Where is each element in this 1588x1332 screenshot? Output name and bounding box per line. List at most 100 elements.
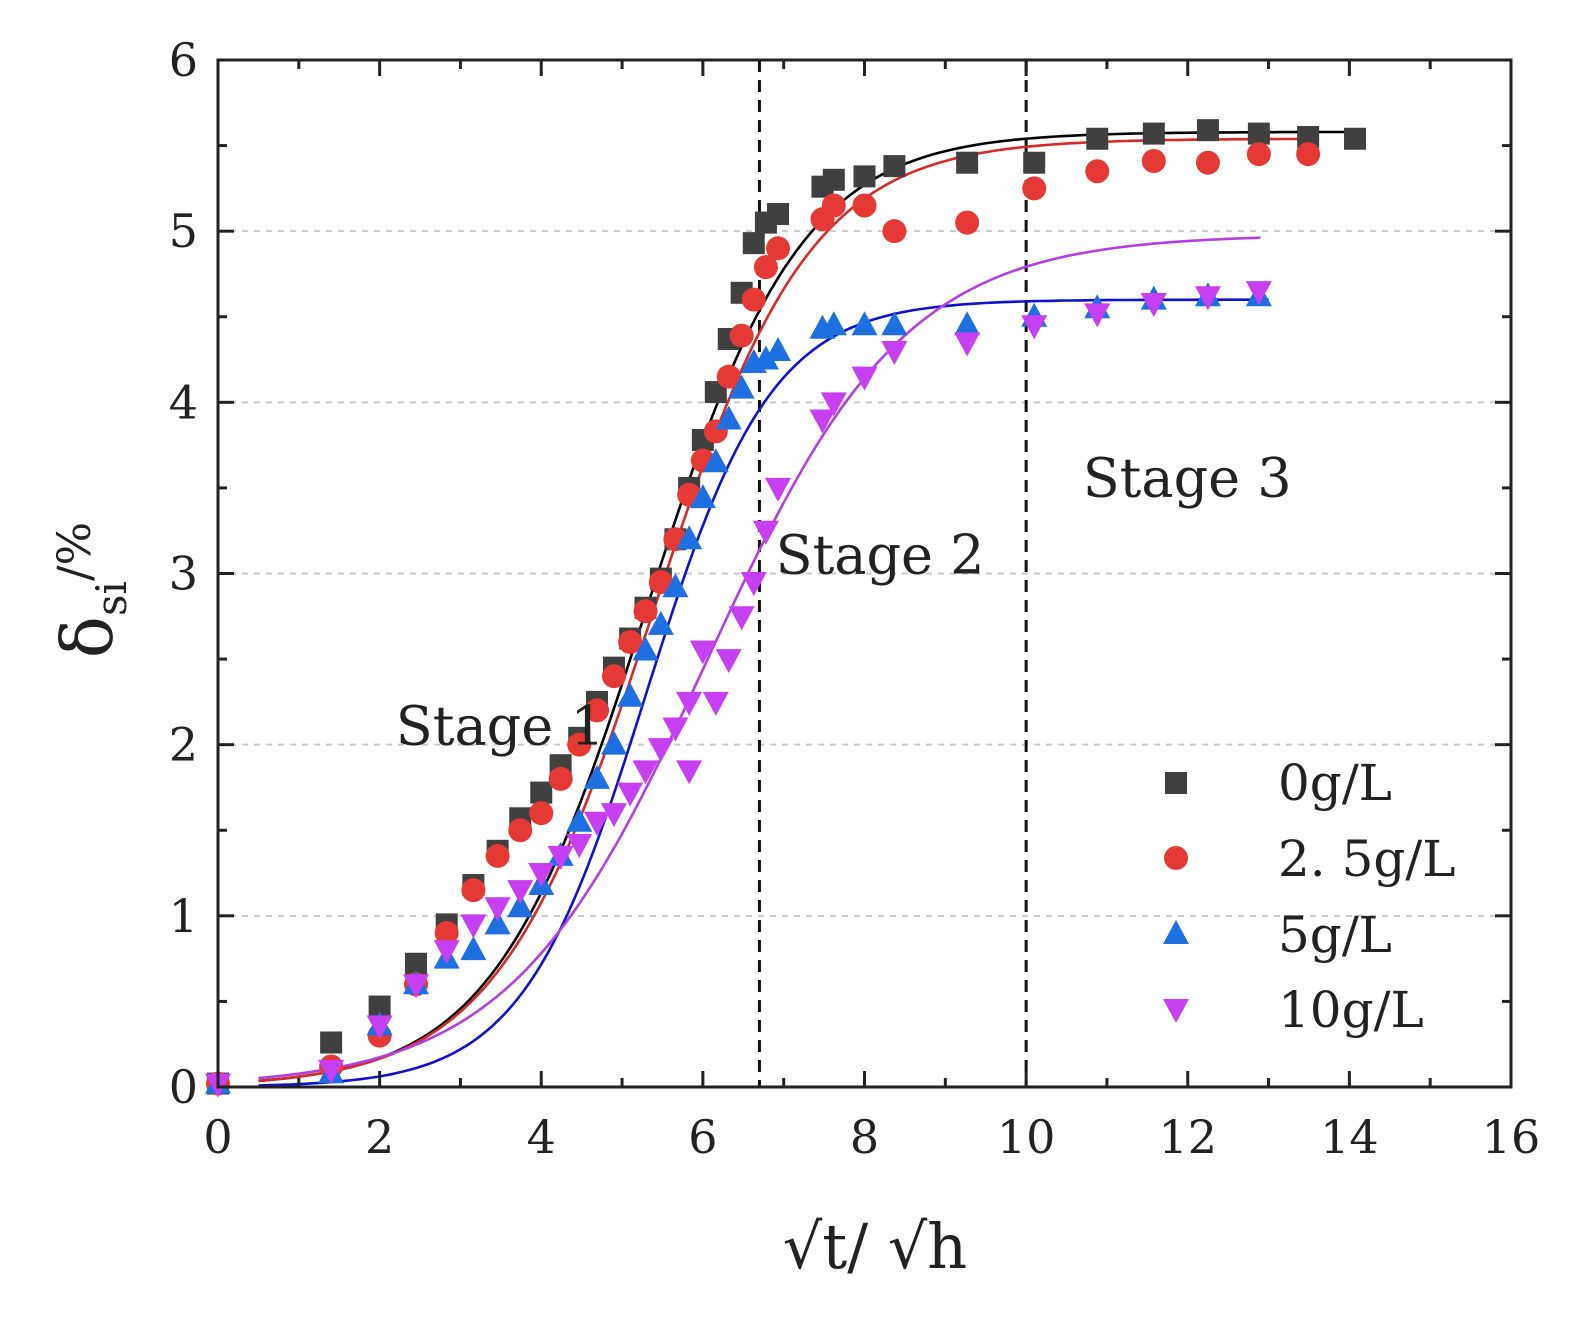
point-circle-4 bbox=[434, 920, 459, 945]
point-triangle-down-25 bbox=[765, 477, 792, 502]
legend-marker-shape bbox=[1165, 772, 1187, 794]
point-circle-32 bbox=[1141, 148, 1166, 173]
point-triangle-up-6 bbox=[484, 910, 511, 935]
legend-marker-square bbox=[1165, 772, 1187, 794]
x-axis-title: √t/ √h bbox=[783, 1210, 967, 1283]
point-square-24 bbox=[767, 203, 790, 226]
point-triangle-down-8 bbox=[528, 863, 555, 888]
point-triangle-down-15 bbox=[647, 738, 674, 763]
point-circle-13 bbox=[618, 629, 643, 654]
point-circle-34 bbox=[1246, 142, 1271, 167]
point-triangle-up-29 bbox=[954, 311, 981, 336]
point-triangle-down-18 bbox=[676, 760, 703, 785]
x-tick-label-0: 0 bbox=[203, 1110, 232, 1164]
point-circle-24 bbox=[766, 236, 791, 261]
point-square-2 bbox=[368, 995, 391, 1018]
point-triangle-down-10 bbox=[566, 833, 593, 858]
point-circle-28 bbox=[882, 219, 907, 244]
legend-marker-shape bbox=[1164, 846, 1188, 870]
stage-1-label: Stage 1 bbox=[396, 695, 605, 758]
point-circle-14 bbox=[633, 599, 658, 624]
point-triangle-up-23 bbox=[752, 345, 779, 370]
point-square-32 bbox=[1142, 122, 1165, 145]
x-tick-label-8: 8 bbox=[850, 1110, 879, 1164]
point-square-1 bbox=[320, 1031, 343, 1054]
legend-marker-triangle-down bbox=[1163, 999, 1189, 1023]
point-circle-22 bbox=[741, 287, 766, 312]
point-square-34 bbox=[1247, 122, 1270, 145]
point-triangle-up-20 bbox=[715, 405, 742, 430]
point-triangle-up-27 bbox=[851, 311, 878, 336]
point-triangle-down-29 bbox=[881, 340, 908, 365]
point-square-3 bbox=[404, 952, 427, 975]
fit-curve-1 bbox=[258, 137, 1318, 1083]
point-triangle-down-34 bbox=[1194, 286, 1221, 311]
point-circle-20 bbox=[716, 364, 741, 389]
point-triangle-down-32 bbox=[1084, 303, 1111, 328]
point-square-8 bbox=[530, 781, 553, 804]
point-circle-9 bbox=[548, 766, 573, 791]
y-tick-label-1: 1 bbox=[169, 889, 198, 943]
point-triangle-up-18 bbox=[689, 484, 716, 509]
legend-entry-10g-l: 10g/L bbox=[1163, 981, 1424, 1039]
y-tick-label-5: 5 bbox=[169, 204, 198, 258]
point-triangle-up-19 bbox=[702, 448, 729, 473]
point-triangle-down-19 bbox=[689, 640, 716, 665]
y-tick-label-2: 2 bbox=[169, 718, 198, 772]
legend-marker-shape bbox=[1163, 999, 1189, 1023]
legend-entry-0g-l: 0g/L bbox=[1165, 754, 1392, 812]
data-points bbox=[205, 119, 1367, 1098]
point-circle-33 bbox=[1195, 150, 1220, 175]
legend-entry-5g-l: 5g/L bbox=[1163, 906, 1392, 964]
point-circle-35 bbox=[1296, 142, 1321, 167]
point-triangle-down-16 bbox=[662, 717, 689, 742]
point-triangle-down-31 bbox=[1021, 315, 1048, 340]
point-triangle-up-14 bbox=[632, 636, 659, 661]
stage-3-label: Stage 3 bbox=[1083, 446, 1292, 509]
point-circle-8 bbox=[529, 801, 554, 826]
fit-curve-3 bbox=[258, 236, 1261, 1080]
legend-label-0g-l: 0g/L bbox=[1278, 754, 1392, 812]
point-circle-26 bbox=[821, 193, 846, 218]
point-triangle-down-20 bbox=[702, 691, 729, 716]
point-triangle-down-35 bbox=[1245, 281, 1272, 306]
y-tick-label-6: 6 bbox=[169, 33, 198, 87]
point-square-19 bbox=[704, 381, 727, 404]
point-triangle-down-12 bbox=[600, 803, 627, 828]
point-triangle-down-3 bbox=[402, 974, 429, 999]
x-tick-label-6: 6 bbox=[688, 1110, 717, 1164]
point-triangle-up-12 bbox=[600, 730, 627, 755]
point-triangle-up-5 bbox=[460, 936, 487, 961]
point-triangle-up-13 bbox=[617, 682, 644, 707]
point-triangle-down-26 bbox=[809, 409, 836, 434]
fit-curve-0 bbox=[258, 130, 1350, 1083]
point-triangle-down-5 bbox=[460, 914, 487, 939]
x-tick-label-10: 10 bbox=[997, 1110, 1056, 1164]
legend-marker-shape bbox=[1163, 920, 1189, 944]
point-triangle-down-28 bbox=[851, 366, 878, 391]
point-circle-15 bbox=[648, 570, 673, 595]
point-triangle-down-9 bbox=[547, 845, 574, 870]
point-circle-31 bbox=[1085, 159, 1110, 184]
point-square-29 bbox=[956, 151, 979, 174]
y-tick-label-4: 4 bbox=[169, 375, 198, 429]
point-triangle-up-16 bbox=[662, 573, 689, 598]
point-circle-11 bbox=[585, 698, 610, 723]
point-triangle-up-21 bbox=[728, 374, 755, 399]
point-circle-27 bbox=[852, 193, 877, 218]
point-square-33 bbox=[1196, 119, 1219, 142]
point-triangle-down-14 bbox=[632, 760, 659, 785]
point-triangle-up-15 bbox=[647, 610, 674, 635]
point-circle-10 bbox=[567, 732, 592, 757]
y-axis-title-symbol: δ bbox=[47, 616, 129, 658]
point-circle-30 bbox=[1022, 176, 1047, 201]
legend-label-2-5g-l: 2. 5g/L bbox=[1278, 830, 1455, 888]
y-axis-title-unit: /% bbox=[47, 522, 101, 581]
point-triangle-down-21 bbox=[715, 649, 742, 674]
stage-2-label: Stage 2 bbox=[776, 524, 985, 587]
point-square-26 bbox=[822, 168, 845, 191]
point-triangle-down-4 bbox=[433, 940, 460, 965]
point-triangle-up-24 bbox=[765, 336, 792, 361]
